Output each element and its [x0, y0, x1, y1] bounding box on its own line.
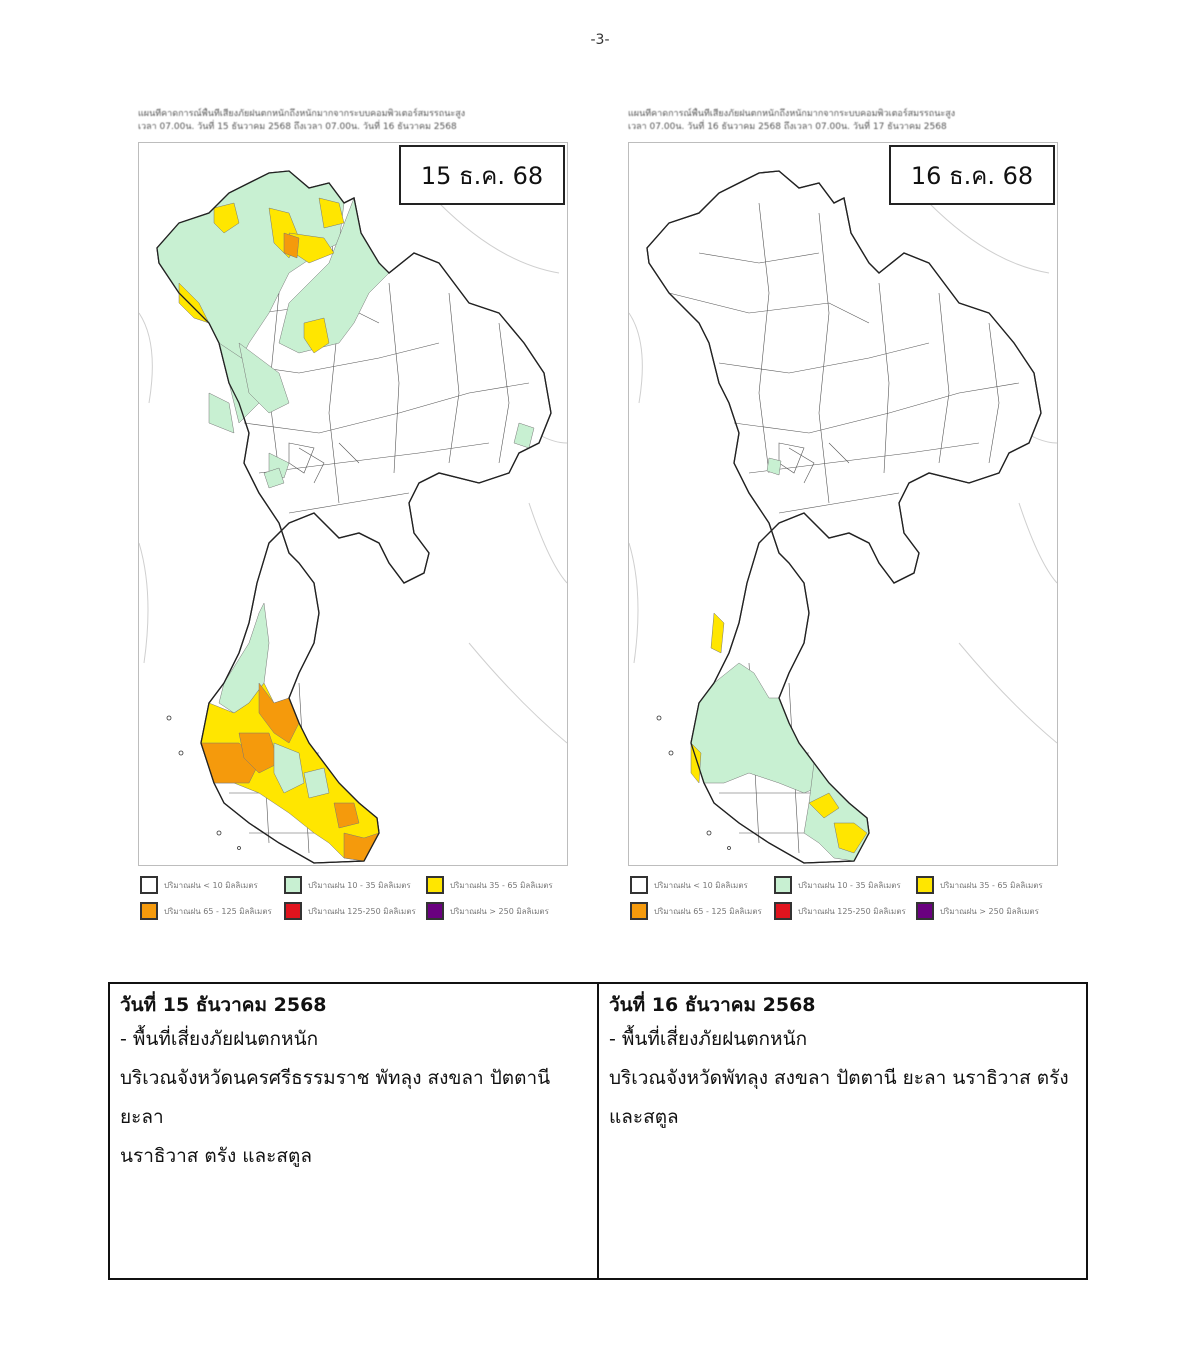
map-legend: ปริมาณฝน < 10 มิลลิเมตร ปริมาณฝน 10 - 35… — [138, 876, 568, 926]
legend-item-125-250: ปริมาณฝน 125-250 มิลลิเมตร — [284, 902, 416, 920]
summary-cell-16-dec: วันที่ 16 ธันวาคม 2568 - พื้นที่เสี่ยงภั… — [597, 984, 1086, 1278]
thailand-map-15-dec — [139, 170, 567, 864]
summary-provinces-line2: นราธิวาส ตรัง และสตูล — [120, 1145, 312, 1167]
legend-item-125-250: ปริมาณฝน 125-250 มิลลิเมตร — [774, 902, 906, 920]
legend-swatch — [916, 902, 934, 920]
map-date-label: 15 ธ.ค. 68 — [399, 145, 565, 205]
legend-swatch — [284, 902, 302, 920]
legend-label: ปริมาณฝน > 250 มิลลิเมตร — [940, 906, 1039, 916]
legend-item-35-65: ปริมาณฝน 35 - 65 มิลลิเมตร — [426, 876, 553, 894]
page-number: -3- — [590, 32, 610, 48]
legend-item-lt10: ปริมาณฝน < 10 มิลลิเมตร — [630, 876, 748, 894]
legend-label: ปริมาณฝน 35 - 65 มิลลิเมตร — [450, 880, 553, 890]
map-panel-16-dec: แผนที่คาดการณ์พื้นที่เสี่ยงภัยฝนตกหนักถึ… — [626, 108, 1066, 928]
legend-item-gt250: ปริมาณฝน > 250 มิลลิเมตร — [916, 902, 1039, 920]
thailand-map-16-dec — [629, 170, 1057, 864]
summary-provinces-line2: และสตูล — [609, 1106, 679, 1128]
legend-item-10-35: ปริมาณฝน 10 - 35 มิลลิเมตร — [774, 876, 901, 894]
legend-swatch — [630, 902, 648, 920]
map-legend: ปริมาณฝน < 10 มิลลิเมตร ปริมาณฝน 10 - 35… — [628, 876, 1058, 926]
legend-swatch — [140, 902, 158, 920]
legend-label: ปริมาณฝน 35 - 65 มิลลิเมตร — [940, 880, 1043, 890]
legend-item-lt10: ปริมาณฝน < 10 มิลลิเมตร — [140, 876, 258, 894]
legend-label: ปริมาณฝน 65 - 125 มิลลิเมตร — [164, 906, 272, 916]
summary-provinces-line1: บริเวณจังหวัดนครศรีธรรมราช พัทลุง สงขลา … — [120, 1067, 551, 1128]
legend-item-35-65: ปริมาณฝน 35 - 65 มิลลิเมตร — [916, 876, 1043, 894]
risk-summary-table: วันที่ 15 ธันวาคม 2568 - พื้นที่เสี่ยงภั… — [108, 982, 1088, 1280]
map-caption: แผนที่คาดการณ์พื้นที่เสี่ยงภัยฝนตกหนักถึ… — [138, 108, 568, 134]
summary-provinces-line1: บริเวณจังหวัดพัทลุง สงขลา ปัตตานี ยะลา น… — [609, 1067, 1069, 1089]
legend-label: ปริมาณฝน 125-250 มิลลิเมตร — [798, 906, 906, 916]
legend-item-65-125: ปริมาณฝน 65 - 125 มิลลิเมตร — [630, 902, 762, 920]
legend-label: ปริมาณฝน 10 - 35 มิลลิเมตร — [308, 880, 411, 890]
legend-item-65-125: ปริมาณฝน 65 - 125 มิลลิเมตร — [140, 902, 272, 920]
summary-date: วันที่ 15 ธันวาคม 2568 — [120, 994, 327, 1016]
legend-swatch — [426, 902, 444, 920]
summary-heading: - พื้นที่เสี่ยงภัยฝนตกหนัก — [120, 1028, 319, 1050]
map-caption-line1: แผนที่คาดการณ์พื้นที่เสี่ยงภัยฝนตกหนักถึ… — [138, 109, 466, 119]
rain-areas — [156, 170, 535, 862]
legend-swatch — [630, 876, 648, 894]
map-date-label: 16 ธ.ค. 68 — [889, 145, 1055, 205]
legend-swatch — [284, 876, 302, 894]
legend-swatch — [426, 876, 444, 894]
legend-item-10-35: ปริมาณฝน 10 - 35 มิลลิเมตร — [284, 876, 411, 894]
legend-label: ปริมาณฝน < 10 มิลลิเมตร — [164, 880, 258, 890]
legend-label: ปริมาณฝน 125-250 มิลลิเมตร — [308, 906, 416, 916]
legend-swatch — [916, 876, 934, 894]
summary-heading: - พื้นที่เสี่ยงภัยฝนตกหนัก — [609, 1028, 808, 1050]
legend-swatch — [774, 902, 792, 920]
map-caption-line2: เวลา 07.00น. วันที่ 16 ธันวาคม 2568 ถึงเ… — [628, 122, 947, 132]
legend-swatch — [140, 876, 158, 894]
rain-areas — [690, 457, 870, 862]
legend-item-gt250: ปริมาณฝน > 250 มิลลิเมตร — [426, 902, 549, 920]
legend-label: ปริมาณฝน < 10 มิลลิเมตร — [654, 880, 748, 890]
map-caption-line1: แผนที่คาดการณ์พื้นที่เสี่ยงภัยฝนตกหนักถึ… — [628, 109, 956, 119]
legend-swatch — [774, 876, 792, 894]
rain-risk-map: 15 ธ.ค. 68 — [138, 142, 568, 866]
map-caption-line2: เวลา 07.00น. วันที่ 15 ธันวาคม 2568 ถึงเ… — [138, 122, 457, 132]
map-panel-15-dec: แผนที่คาดการณ์พื้นที่เสี่ยงภัยฝนตกหนักถึ… — [136, 108, 576, 928]
map-caption: แผนที่คาดการณ์พื้นที่เสี่ยงภัยฝนตกหนักถึ… — [628, 108, 1058, 134]
legend-label: ปริมาณฝน > 250 มิลลิเมตร — [450, 906, 549, 916]
summary-date: วันที่ 16 ธันวาคม 2568 — [609, 994, 816, 1016]
summary-cell-15-dec: วันที่ 15 ธันวาคม 2568 - พื้นที่เสี่ยงภั… — [110, 984, 597, 1278]
rain-risk-map: 16 ธ.ค. 68 — [628, 142, 1058, 866]
legend-label: ปริมาณฝน 65 - 125 มิลลิเมตร — [654, 906, 762, 916]
legend-label: ปริมาณฝน 10 - 35 มิลลิเมตร — [798, 880, 901, 890]
